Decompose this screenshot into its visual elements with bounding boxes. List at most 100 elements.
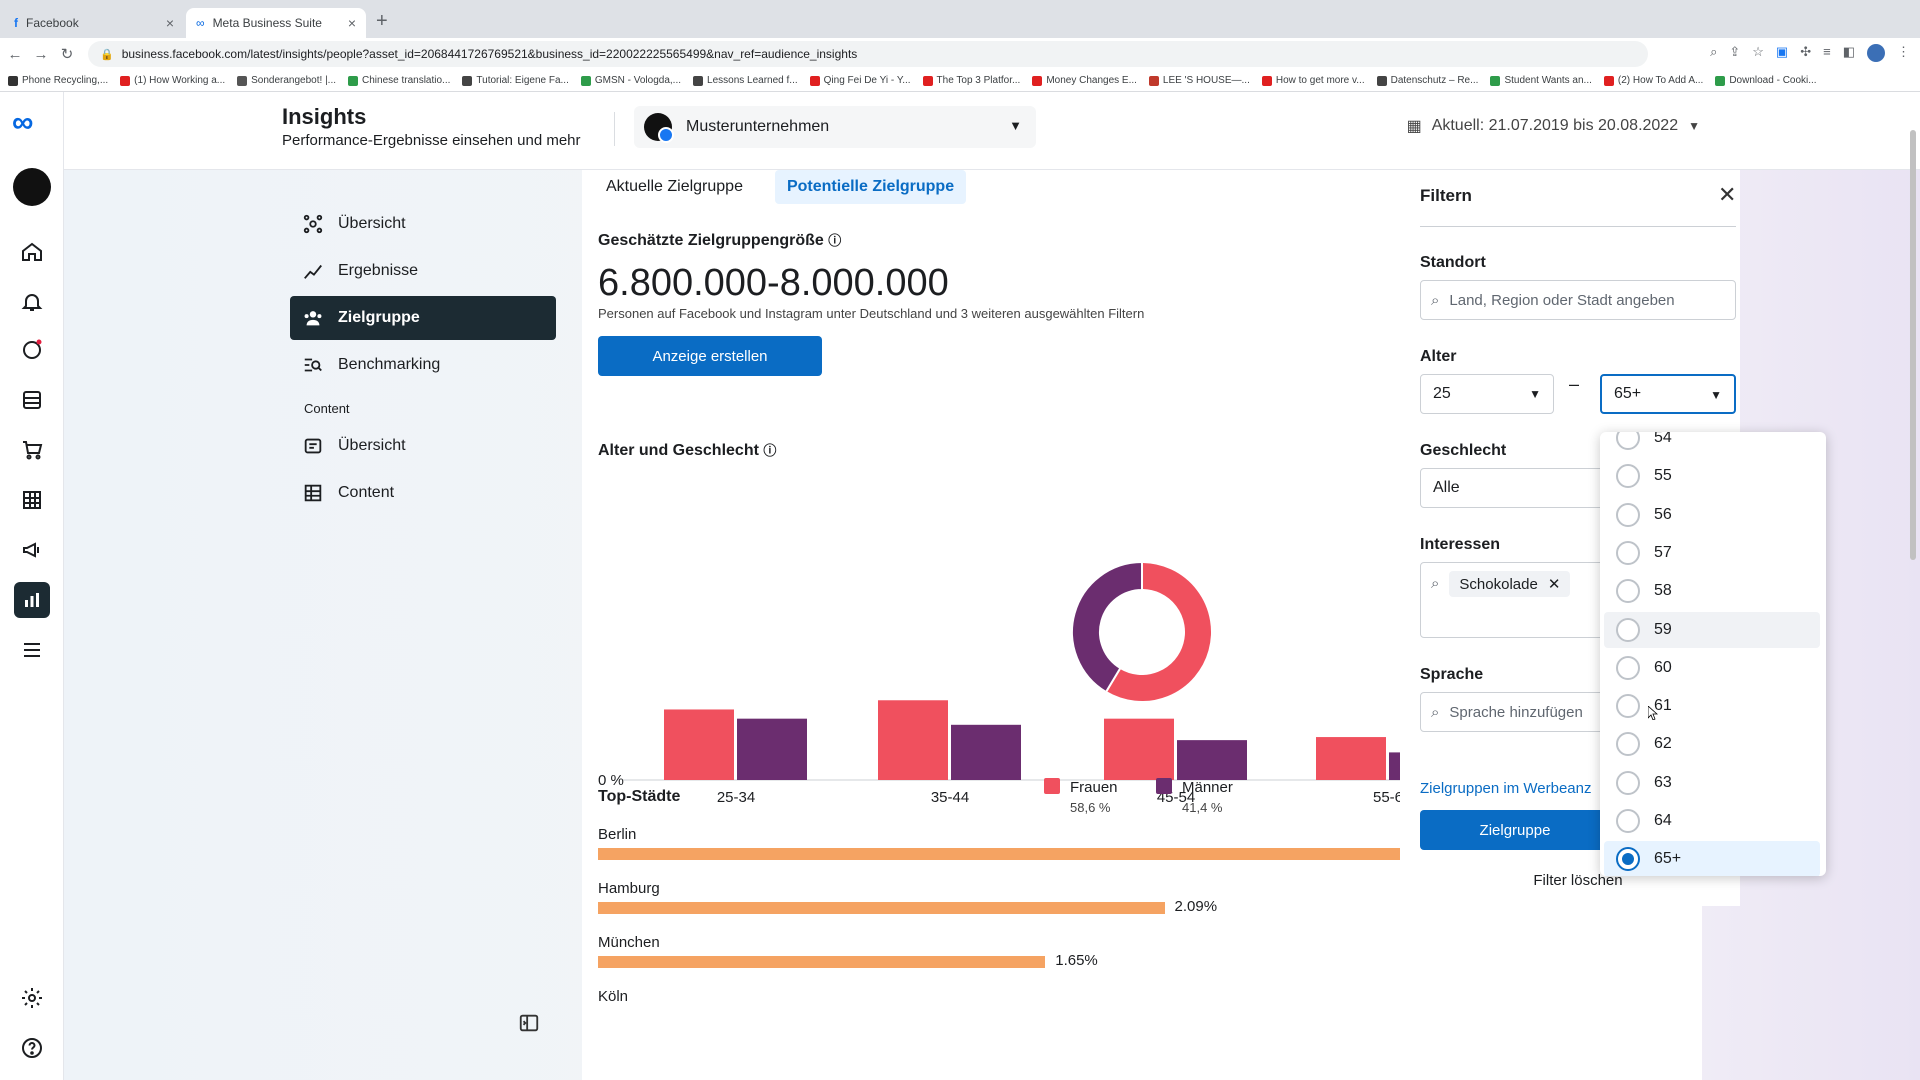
age-option[interactable]: 60 <box>1604 650 1820 686</box>
ads-megaphone-icon[interactable] <box>14 532 50 568</box>
age-option[interactable]: 65+ <box>1604 841 1820 876</box>
commerce-cart-icon[interactable] <box>14 432 50 468</box>
tab-close-icon[interactable]: × <box>347 15 356 31</box>
help-icon[interactable] <box>14 1030 50 1066</box>
zoom-icon[interactable]: ⌕ <box>1710 44 1718 59</box>
age-option[interactable]: 59 <box>1604 611 1820 648</box>
create-ad-button[interactable]: Anzeige erstellen <box>598 336 822 376</box>
age-from-value: 25 <box>1433 385 1451 402</box>
sidemenu-item-zielgruppe[interactable]: Zielgruppe <box>290 296 556 340</box>
menu-icon[interactable]: ⋮ <box>1897 44 1910 59</box>
business-avatar[interactable] <box>13 168 51 206</box>
url-bar[interactable]: 🔒 business.facebook.com/latest/insights/… <box>88 41 1648 67</box>
interests-input[interactable]: ⌕ Schokolade ✕ <box>1420 562 1736 638</box>
star-icon[interactable]: ☆ <box>1752 44 1764 59</box>
sidemenu-item-content[interactable]: Content <box>290 471 556 515</box>
clear-filters-button[interactable]: Filter löschen <box>1533 871 1623 889</box>
age-option[interactable]: 56 <box>1604 497 1820 533</box>
info-icon[interactable]: ⓘ <box>828 233 842 248</box>
content-icon[interactable] <box>14 382 50 418</box>
bookmark-item[interactable]: (2) How To Add A... <box>1603 75 1703 86</box>
age-option[interactable]: 58 <box>1604 573 1820 609</box>
reload-icon[interactable]: ↻ <box>60 46 74 63</box>
extension-facebook-icon[interactable]: ▣ <box>1775 44 1789 59</box>
language-input[interactable]: ⌕ Sprache hinzufügen <box>1420 692 1736 732</box>
age-to-select[interactable]: 65+ ▼ <box>1600 374 1736 414</box>
profile-avatar[interactable] <box>1867 44 1885 62</box>
reading-list-icon[interactable]: ≡ <box>1823 44 1831 59</box>
page-scrollbar[interactable] <box>1910 130 1916 560</box>
age-option[interactable]: 61 <box>1604 688 1820 724</box>
bookmark-item[interactable]: GMSN - Vologda,... <box>580 75 682 86</box>
collapse-sidebar-icon[interactable] <box>518 1012 540 1034</box>
inbox-icon[interactable] <box>14 332 50 368</box>
date-range-picker[interactable]: ▦ Aktuell: 21.07.2019 bis 20.08.2022 ▼ <box>1407 116 1700 136</box>
radio-icon <box>1616 847 1640 872</box>
sidepanel-icon[interactable]: ◧ <box>1842 44 1855 59</box>
extensions-icon[interactable]: ✣ <box>1800 44 1812 59</box>
bookmark-favicon-icon <box>580 75 591 86</box>
bookmark-item[interactable]: How to get more v... <box>1261 75 1365 86</box>
account-selector[interactable]: Musterunternehmen ▼ <box>634 106 1036 148</box>
location-label: Standort <box>1420 254 1486 271</box>
share-icon[interactable]: ⇪ <box>1729 44 1741 59</box>
caret-down-icon: ▼ <box>1710 388 1722 402</box>
bookmark-item[interactable]: Chinese translatio... <box>348 75 450 86</box>
tab-aktuelle-zielgruppe[interactable]: Aktuelle Zielgruppe <box>606 178 743 195</box>
close-icon[interactable]: ✕ <box>1718 182 1737 207</box>
sidemenu-item-benchmarking[interactable]: Benchmarking <box>290 343 556 387</box>
age-option[interactable]: 62 <box>1604 726 1820 762</box>
info-icon[interactable]: ⓘ <box>763 443 777 458</box>
age-option[interactable]: 64 <box>1604 803 1820 839</box>
audiences-ads-manager-link[interactable]: Zielgruppen im Werbeanz <box>1420 780 1592 797</box>
browser-tab-facebook[interactable]: f Facebook × <box>4 8 184 38</box>
bookmark-item[interactable]: Sonderangebot! |... <box>237 75 336 86</box>
age-option[interactable]: 57 <box>1604 535 1820 571</box>
results-trend-icon <box>304 264 322 279</box>
age-from-select[interactable]: 25 ▼ <box>1420 374 1554 414</box>
bookmark-item[interactable]: Qing Fei De Yi - Y... <box>809 75 911 86</box>
save-audience-button[interactable]: Zielgruppe <box>1420 810 1610 850</box>
sidemenu-item-content-uebersicht[interactable]: Übersicht <box>290 424 556 468</box>
legend-percent: 58,6 % <box>1070 800 1111 815</box>
sidemenu-item-uebersicht[interactable]: Übersicht <box>290 202 556 246</box>
browser-tab-meta-business-suite[interactable]: ∞ Meta Business Suite × <box>186 8 366 38</box>
age-range-dash: – <box>1569 374 1580 394</box>
location-input[interactable]: ⌕ Land, Region oder Stadt angeben <box>1420 280 1736 320</box>
bookmark-item[interactable]: Download - Cooki... <box>1715 75 1817 86</box>
bookmark-item[interactable]: Tutorial: Eigene Fa... <box>462 75 569 86</box>
account-name: Musterunternehmen <box>686 118 830 135</box>
age-option[interactable]: 55 <box>1604 458 1820 494</box>
bookmark-item[interactable]: LEE 'S HOUSE—... <box>1148 75 1250 86</box>
bookmark-item[interactable]: Money Changes E... <box>1032 75 1137 86</box>
bookmark-item[interactable]: (1) How Working a... <box>120 75 225 86</box>
search-icon: ⌕ <box>1431 575 1440 592</box>
insights-bar-chart-icon[interactable] <box>14 582 50 618</box>
radio-icon <box>1616 770 1640 795</box>
back-icon[interactable]: ← <box>7 45 23 63</box>
home-icon[interactable] <box>14 234 50 270</box>
all-tools-menu-icon[interactable] <box>14 632 50 668</box>
bookmark-item[interactable]: Phone Recycling,... <box>8 75 108 86</box>
new-tab-icon[interactable]: + <box>376 10 388 32</box>
tab-close-icon[interactable]: × <box>165 15 174 31</box>
age-option-label: 58 <box>1654 582 1672 600</box>
bookmark-item[interactable]: The Top 3 Platfor... <box>922 75 1020 86</box>
age-option[interactable]: 63 <box>1604 765 1820 801</box>
donut-slice-männer <box>1071 560 1143 694</box>
bookmark-item[interactable]: Datenschutz – Re... <box>1376 75 1478 86</box>
meta-logo-icon[interactable]: ∞ <box>12 106 34 139</box>
planner-grid-icon[interactable] <box>14 482 50 518</box>
legend-swatch-frauen <box>1044 778 1060 794</box>
tab-potentielle-zielgruppe[interactable]: Potentielle Zielgruppe <box>774 170 967 204</box>
sidemenu-item-ergebnisse[interactable]: Ergebnisse <box>290 249 556 293</box>
bookmark-item[interactable]: Lessons Learned f... <box>693 75 798 86</box>
bookmark-label: GMSN - Vologda,... <box>594 75 682 86</box>
forward-icon[interactable]: → <box>33 45 49 63</box>
city-name: Hamburg <box>598 880 660 897</box>
age-option[interactable]: 54 <box>1604 432 1820 456</box>
notifications-icon[interactable] <box>14 284 50 320</box>
remove-chip-icon[interactable]: ✕ <box>1547 576 1561 593</box>
bookmark-item[interactable]: Student Wants an... <box>1490 75 1592 86</box>
settings-gear-icon[interactable] <box>14 980 50 1016</box>
